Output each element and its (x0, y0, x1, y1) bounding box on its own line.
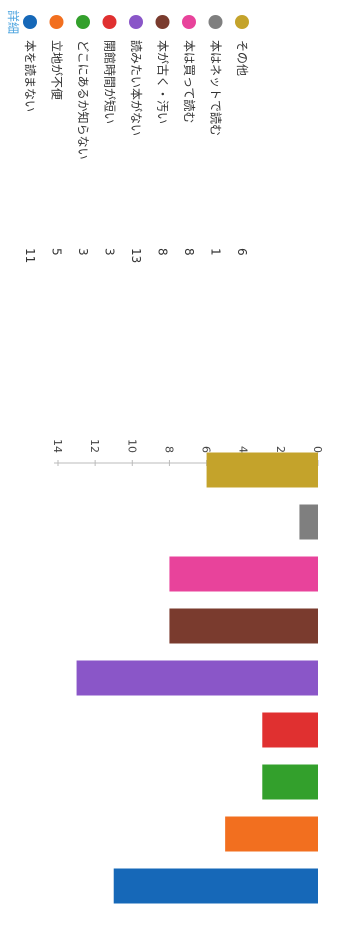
bar (113, 868, 318, 904)
y-tick-label: 6 (200, 446, 213, 453)
bar (225, 816, 318, 852)
y-tick-label: 10 (125, 439, 138, 453)
legend-marker (155, 15, 170, 29)
legend-label: 本を読まない (23, 40, 38, 112)
legend-label: 読みたい本がない (129, 40, 144, 136)
legend-value: 8 (182, 248, 196, 256)
legend-marker (76, 15, 90, 29)
y-tick-label: 12 (88, 439, 101, 453)
y-tick-label: 0 (311, 446, 324, 453)
legend-value: 13 (129, 248, 143, 263)
bar (299, 504, 318, 540)
legend-label: 本が古く・汚い (156, 40, 171, 124)
legend: 本を読まない 11 立地が不便 5 どこにあるか知らない 3 開館時間が短い 3 読みたい本がな… (23, 15, 249, 263)
bar (262, 712, 318, 748)
legend-value: 3 (76, 248, 90, 256)
legend-label: 本は買って読む (182, 40, 197, 123)
bar (169, 556, 318, 592)
y-tick-label: 2 (274, 446, 287, 453)
legend-label: その他 (235, 40, 249, 76)
bar (262, 764, 318, 800)
legend-label: どこにあるか知らない (76, 40, 90, 160)
legend-label: 本はネットで読む (209, 40, 224, 136)
legend-header: 詳細 (6, 10, 21, 34)
legend-marker (208, 15, 223, 29)
legend-value: 3 (103, 248, 117, 256)
y-tick-label: 14 (51, 439, 64, 453)
legend-value: 11 (23, 248, 37, 263)
bars (76, 452, 318, 904)
legend-marker (235, 15, 249, 29)
legend-value: 5 (50, 248, 64, 256)
bar (206, 452, 318, 488)
legend-label: 開館時間が短い (103, 40, 118, 124)
y-tick-label: 8 (162, 446, 175, 453)
legend-marker (49, 15, 64, 29)
bar (169, 608, 318, 644)
y-tick-label: 4 (237, 446, 250, 453)
bar (76, 660, 318, 696)
legend-label: 立地が不便 (50, 40, 65, 100)
legend-value: 1 (209, 248, 223, 256)
legend-value: 8 (156, 248, 170, 256)
legend-value: 6 (235, 248, 249, 256)
legend-marker (182, 15, 196, 29)
legend-marker (129, 15, 143, 29)
legend-marker (23, 15, 37, 29)
legend-marker (102, 15, 117, 29)
